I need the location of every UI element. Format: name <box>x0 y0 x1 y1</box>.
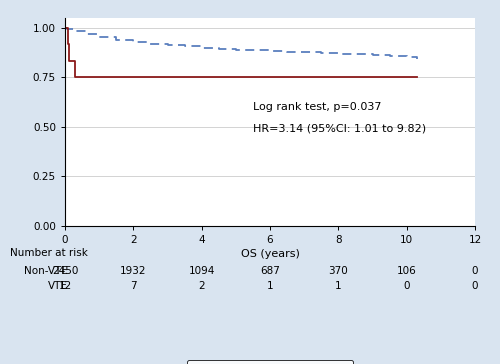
Text: 1932: 1932 <box>120 266 146 276</box>
Text: 2450: 2450 <box>52 266 78 276</box>
Text: Non-VTE: Non-VTE <box>24 266 68 276</box>
Text: HR=3.14 (95%CI: 1.01 to 9.82): HR=3.14 (95%CI: 1.01 to 9.82) <box>253 124 426 134</box>
Legend: Non-VTE, VTE: Non-VTE, VTE <box>187 360 353 364</box>
Text: 106: 106 <box>397 266 416 276</box>
Text: 370: 370 <box>328 266 348 276</box>
Text: 2: 2 <box>198 281 205 291</box>
Text: 0: 0 <box>404 281 410 291</box>
Text: 1: 1 <box>266 281 274 291</box>
Text: Log rank test, p=0.037: Log rank test, p=0.037 <box>253 102 382 112</box>
Text: 0: 0 <box>472 266 478 276</box>
Text: Number at risk: Number at risk <box>10 248 88 258</box>
Text: 0: 0 <box>472 281 478 291</box>
X-axis label: OS (years): OS (years) <box>240 249 300 259</box>
Text: VTE: VTE <box>48 281 68 291</box>
Text: 1: 1 <box>335 281 342 291</box>
Text: 12: 12 <box>58 281 71 291</box>
Text: 687: 687 <box>260 266 280 276</box>
Text: 1094: 1094 <box>188 266 215 276</box>
Text: 7: 7 <box>130 281 136 291</box>
